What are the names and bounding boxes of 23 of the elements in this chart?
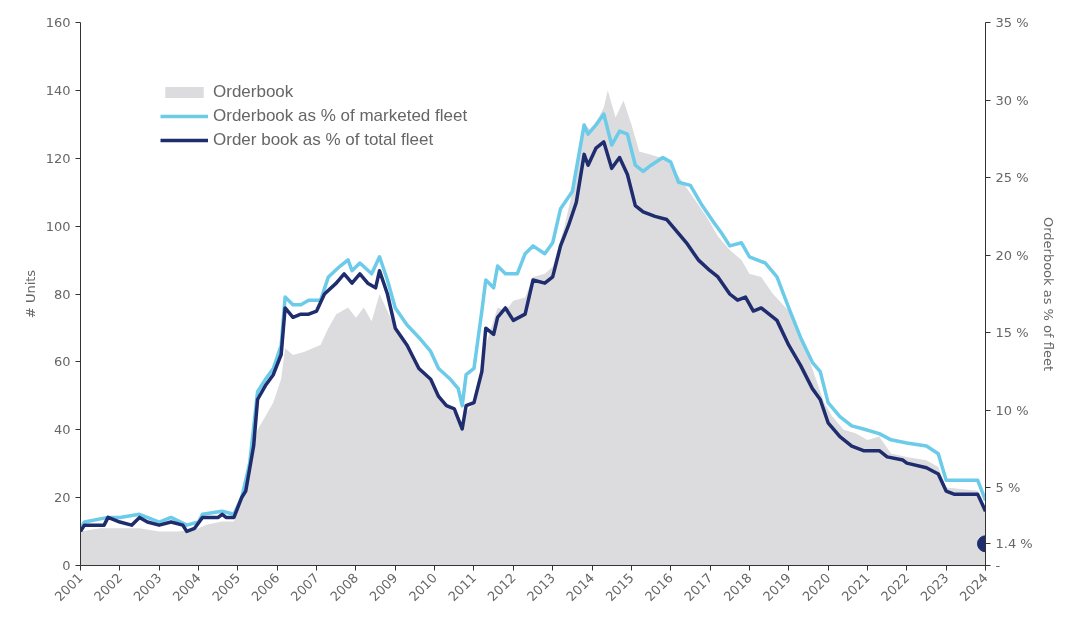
legend-label: Orderbook as % of marketed fleet	[213, 106, 468, 126]
y-axis-title: # Units	[22, 269, 38, 319]
y2-tick-label: 15 %	[995, 325, 1029, 341]
y-tick-label: 20	[53, 490, 71, 506]
y-tick-label: 160	[45, 15, 71, 30]
y2-tick-label: 20 %	[995, 247, 1029, 263]
y2-tick-label: 5 %	[995, 480, 1021, 496]
y2-tick-label: 35 %	[995, 15, 1029, 30]
legend-label: Order book as % of total fleet	[213, 130, 434, 150]
y2-tick-label: 10 %	[995, 402, 1029, 418]
y-tick-label: 100	[45, 218, 71, 234]
y-tick-label: 80	[53, 286, 71, 302]
y-tick-label: 120	[45, 150, 71, 166]
y2-tick-label: 30 %	[995, 92, 1029, 108]
y-tick-label: 60	[53, 354, 71, 370]
data-label: 1.4 %	[995, 536, 1033, 552]
y-tick-label: 140	[45, 82, 71, 98]
y-tick-label: 40	[53, 422, 71, 438]
y-tick-label: 0	[62, 558, 71, 573]
y2-tick-label: -	[995, 558, 1001, 573]
y2-tick-label: 25 %	[995, 170, 1029, 186]
y2-axis-title: Orderbook as % of fleet	[1040, 216, 1056, 372]
legend-label: Orderbook	[213, 82, 294, 102]
